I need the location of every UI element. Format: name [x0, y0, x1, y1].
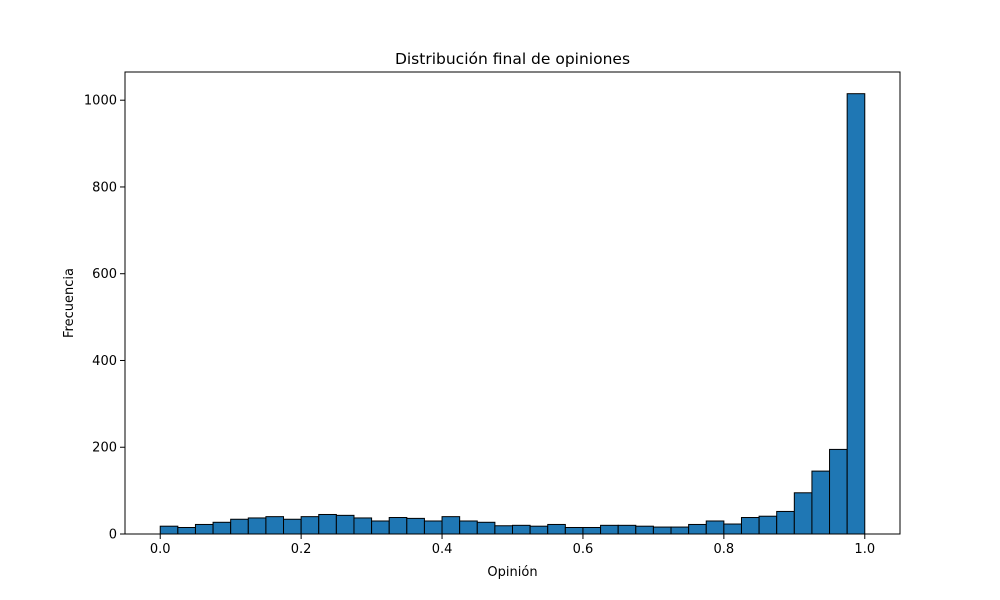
histogram-bar	[318, 513, 337, 535]
x-axis-ticks: 0.0 0.2 0.4 0.6 0.8 1.0	[150, 534, 875, 557]
histogram-bar	[247, 517, 267, 535]
y-tick-label: 600	[92, 267, 117, 282]
histogram-bar	[582, 526, 602, 535]
histogram-bar	[459, 520, 478, 535]
histogram-bar	[423, 520, 443, 535]
histogram-bar	[265, 516, 285, 535]
histogram-bar	[670, 526, 690, 535]
plot-frame	[124, 71, 901, 535]
x-tick-label: 1.0	[854, 542, 875, 557]
histogram-bar	[476, 521, 496, 535]
histogram-bar	[688, 523, 707, 535]
histogram-bar	[283, 518, 302, 535]
y-tick-label: 200	[92, 441, 117, 456]
x-tick-label: 0.8	[714, 542, 735, 557]
histogram-bar	[776, 510, 795, 535]
histogram-bar	[406, 517, 425, 535]
y-axis-label: Frecuencia	[62, 268, 77, 338]
histogram-bar	[547, 523, 566, 535]
histogram-bar	[177, 526, 196, 535]
histogram-bar	[793, 492, 813, 535]
x-tick-label: 0.0	[150, 542, 171, 557]
histogram-bar	[617, 524, 637, 535]
histogram-bar	[564, 526, 584, 535]
histogram-bar	[212, 521, 232, 535]
histogram-bar	[494, 525, 513, 535]
x-tick-label: 0.4	[432, 542, 453, 557]
y-tick-label: 1000	[84, 94, 117, 109]
histogram-bar	[652, 526, 672, 535]
histogram-bar	[194, 523, 214, 535]
histogram-bar	[846, 93, 866, 535]
x-tick-label: 0.6	[573, 542, 594, 557]
y-axis-ticks: 0 200 400 600 800 1000	[84, 94, 125, 543]
x-axis-label: Opinión	[487, 565, 537, 580]
bars-group	[159, 93, 866, 535]
histogram-bar	[230, 518, 249, 535]
histogram-bar	[723, 523, 742, 535]
chart-title: Distribución final de opiniones	[395, 50, 630, 68]
histogram-bar	[371, 520, 390, 535]
histogram-bar	[353, 517, 373, 535]
histogram-bar	[600, 524, 619, 535]
x-tick-label: 0.2	[291, 542, 312, 557]
histogram-bar	[335, 514, 355, 535]
histogram-bar	[635, 525, 654, 535]
histogram-bar	[512, 524, 531, 535]
y-tick-label: 800	[92, 180, 117, 195]
histogram-bar	[811, 470, 831, 535]
histogram-bar	[705, 520, 725, 535]
histogram-bar	[300, 516, 320, 535]
y-tick-label: 0	[109, 528, 117, 543]
histogram-bar	[388, 517, 408, 535]
histogram-bar	[829, 448, 848, 535]
histogram-bar	[441, 516, 461, 535]
histogram-bar	[529, 525, 549, 535]
histogram-bar	[159, 525, 179, 535]
y-tick-label: 400	[92, 354, 117, 369]
histogram-bar	[758, 515, 778, 535]
histogram-bar	[740, 517, 760, 535]
